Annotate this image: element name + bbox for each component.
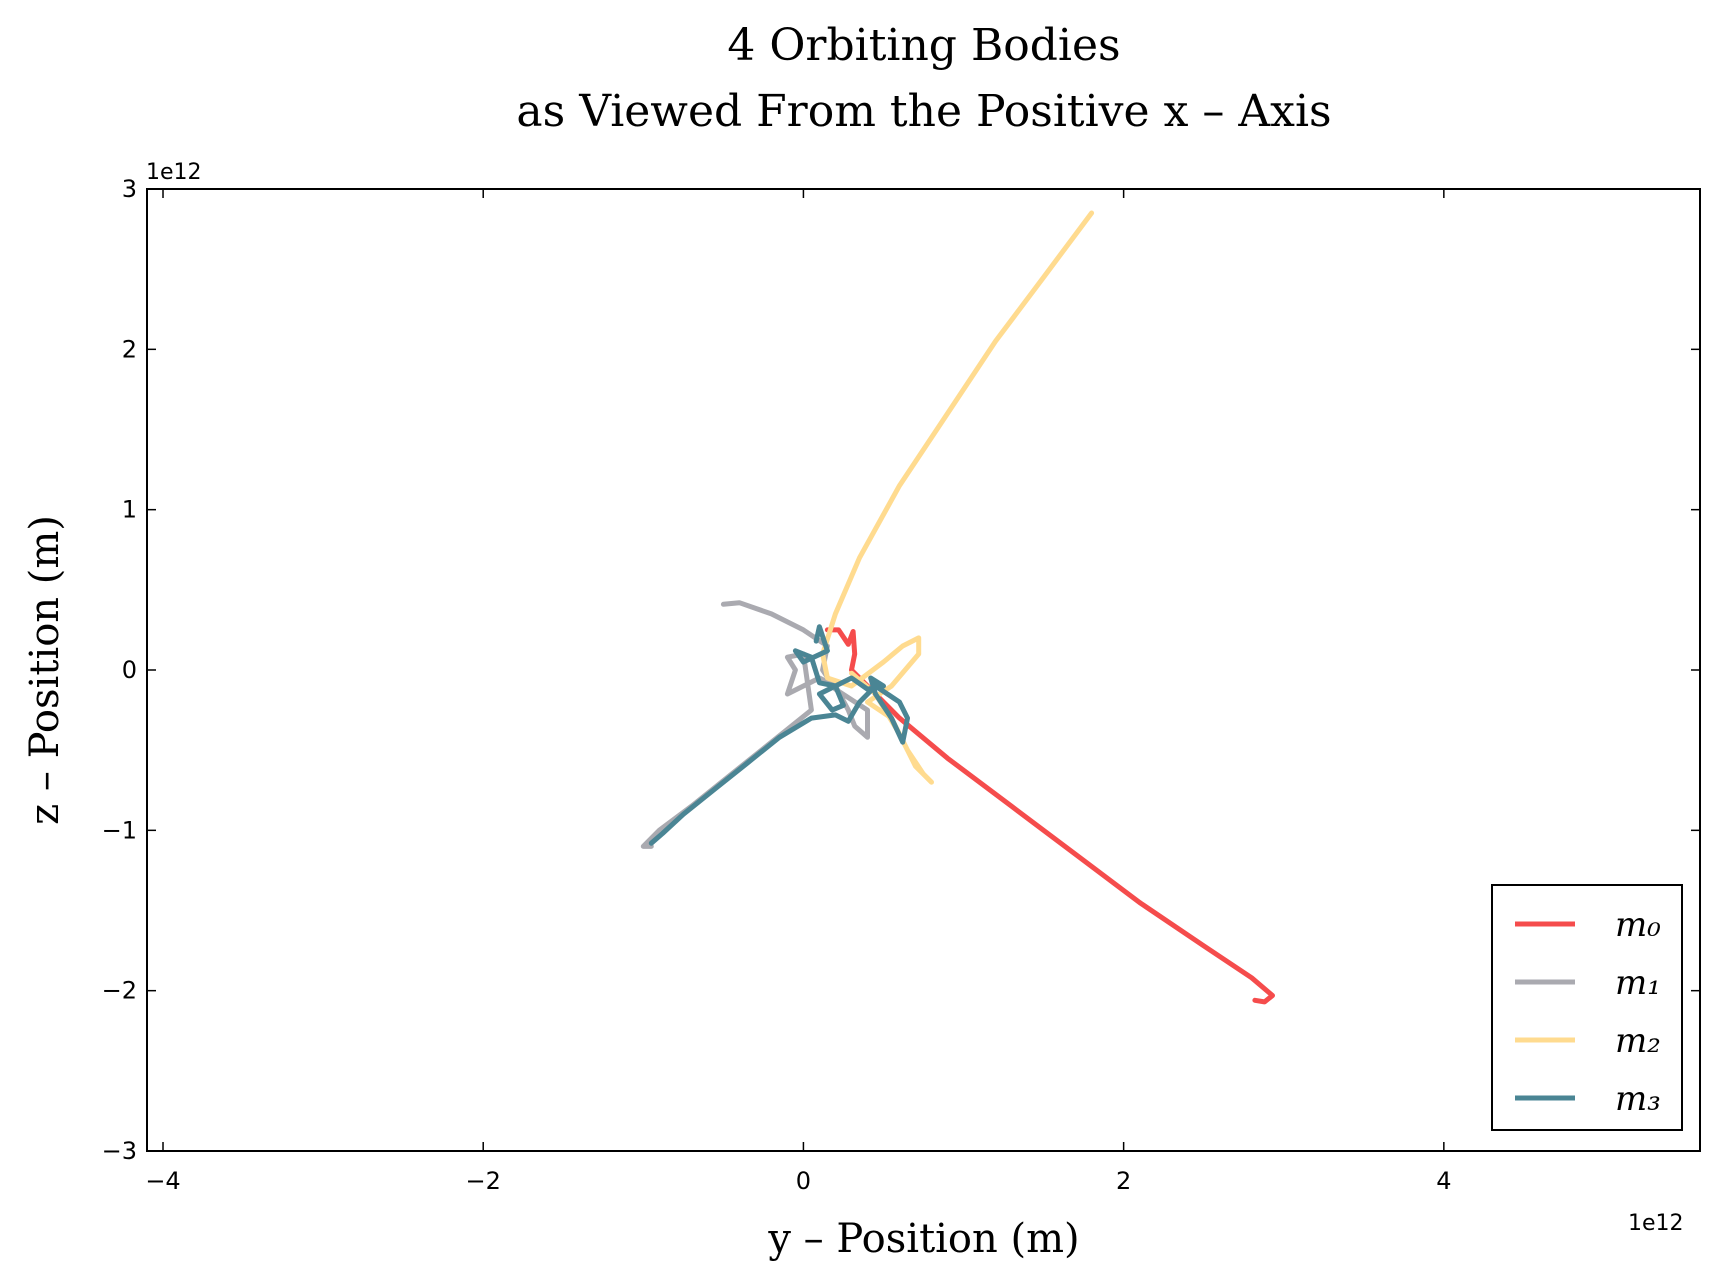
y-tick-label: −1 — [102, 816, 137, 844]
y-tick-label: 0 — [122, 656, 137, 684]
chart-subtitle: as Viewed From the Positive x – Axis — [516, 86, 1331, 137]
legend-label-m3: m₃ — [1615, 1079, 1661, 1119]
x-tick-label: 4 — [1436, 1167, 1451, 1195]
tick-layer: −4 −2 0 2 4 −3 −2 −1 0 1 2 3 — [102, 175, 1700, 1195]
x-tick-label: 2 — [1116, 1167, 1131, 1195]
y-tick-label: 2 — [122, 335, 137, 363]
y-tick-label: −3 — [102, 1137, 137, 1165]
x-tick-label: −2 — [466, 1167, 501, 1195]
x-tick-label: 0 — [796, 1167, 811, 1195]
series-layer — [640, 210, 1275, 1005]
y-tick-label: 1 — [122, 496, 137, 524]
x-tick-label: −4 — [145, 1167, 180, 1195]
y-tick-label: 3 — [122, 175, 137, 203]
series-line-m2 — [820, 210, 1095, 785]
series-line-m3 — [648, 624, 910, 846]
chart-title: 4 Orbiting Bodies — [727, 20, 1120, 71]
series-line-m0 — [824, 627, 1275, 1005]
y-tick-label: −2 — [102, 977, 137, 1005]
series-line-m1 — [640, 600, 870, 849]
y-axis-label: z – Position (m) — [22, 515, 68, 825]
y-scale-label: 1e12 — [146, 160, 202, 185]
x-scale-label: 1e12 — [1628, 1211, 1684, 1236]
plot-frame — [146, 188, 1701, 1152]
legend-label-m0: m₀ — [1615, 905, 1661, 945]
legend-entries: m₀ m₁ m₂ m₃ — [1515, 905, 1661, 1119]
x-axis-label: y – Position (m) — [767, 1216, 1079, 1262]
legend-label-m2: m₂ — [1615, 1021, 1661, 1061]
legend-label-m1: m₁ — [1615, 963, 1661, 1003]
legend: m₀ m₁ m₂ m₃ — [1491, 884, 1683, 1131]
